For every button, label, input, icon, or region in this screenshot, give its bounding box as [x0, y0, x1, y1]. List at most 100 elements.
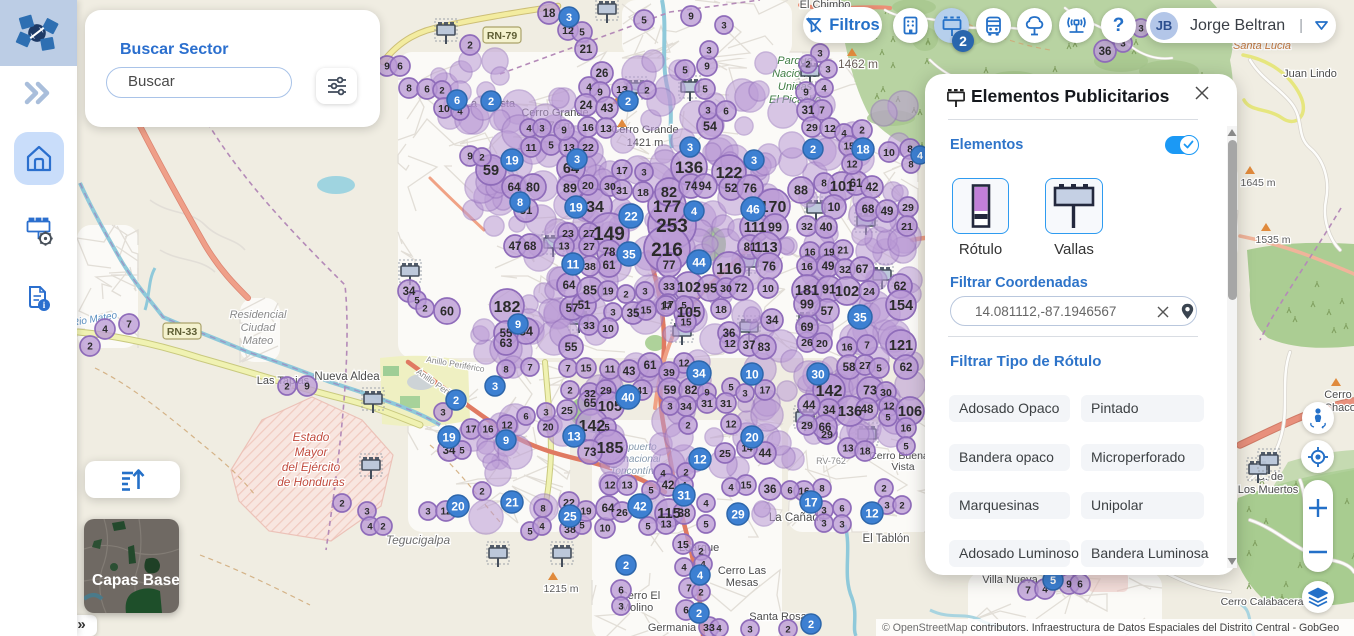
svg-text:88: 88	[794, 184, 808, 198]
svg-text:12: 12	[440, 507, 452, 518]
svg-text:19: 19	[602, 287, 614, 298]
svg-text:2: 2	[625, 96, 631, 108]
svg-text:5: 5	[1050, 575, 1056, 587]
svg-text:Mateo: Mateo	[243, 335, 274, 347]
svg-text:42: 42	[662, 480, 675, 492]
svg-text:20: 20	[745, 430, 759, 444]
svg-text:2: 2	[380, 521, 385, 532]
svg-text:2: 2	[467, 41, 473, 52]
svg-text:26: 26	[801, 337, 813, 349]
svg-text:5: 5	[703, 519, 709, 530]
svg-text:8: 8	[406, 84, 412, 95]
svg-text:32: 32	[584, 388, 596, 400]
svg-text:Tegucigalpa: Tegucigalpa	[386, 533, 451, 547]
svg-text:5: 5	[641, 16, 647, 27]
svg-text:30: 30	[811, 367, 825, 381]
svg-text:i: i	[43, 300, 46, 310]
svg-text:47: 47	[509, 241, 522, 253]
svg-text:21: 21	[580, 44, 593, 56]
svg-text:29: 29	[600, 385, 612, 397]
svg-text:7: 7	[527, 362, 532, 373]
svg-text:54: 54	[703, 120, 717, 134]
svg-text:154: 154	[889, 298, 913, 314]
svg-text:31: 31	[616, 185, 628, 197]
svg-text:15: 15	[740, 481, 752, 492]
svg-text:5: 5	[579, 28, 585, 39]
svg-text:51: 51	[578, 300, 591, 312]
svg-text:76: 76	[743, 182, 757, 196]
svg-text:1645 m: 1645 m	[1240, 177, 1275, 189]
svg-text:12: 12	[824, 123, 836, 135]
svg-text:111: 111	[744, 220, 767, 236]
svg-text:de Honduras: de Honduras	[277, 475, 345, 489]
svg-text:3: 3	[425, 506, 430, 517]
svg-text:2: 2	[567, 385, 572, 396]
svg-text:Germania: Germania	[648, 622, 697, 634]
svg-text:68: 68	[862, 204, 875, 216]
svg-text:2: 2	[698, 587, 703, 598]
svg-text:64: 64	[563, 280, 576, 292]
svg-text:61: 61	[850, 178, 863, 190]
svg-text:59: 59	[664, 385, 677, 397]
svg-text:37: 37	[743, 340, 756, 352]
svg-text:12: 12	[846, 160, 858, 171]
svg-text:105: 105	[598, 399, 622, 415]
svg-text:85: 85	[583, 284, 597, 298]
svg-text:13: 13	[563, 142, 575, 154]
svg-text:106: 106	[898, 404, 922, 420]
svg-text:5: 5	[876, 364, 882, 375]
svg-text:35: 35	[853, 310, 867, 324]
svg-text:5: 5	[579, 520, 585, 531]
svg-text:15: 15	[843, 142, 855, 153]
svg-text:12: 12	[604, 481, 616, 492]
svg-text:11: 11	[605, 365, 616, 376]
svg-text:43: 43	[601, 103, 614, 115]
svg-text:16: 16	[582, 122, 594, 134]
svg-text:142: 142	[816, 383, 843, 400]
svg-text:3: 3	[706, 45, 711, 56]
svg-text:El Tablón: El Tablón	[862, 533, 909, 545]
svg-text:105: 105	[677, 305, 701, 321]
svg-text:3: 3	[566, 12, 572, 24]
svg-text:55: 55	[565, 342, 578, 354]
svg-text:13: 13	[616, 84, 628, 96]
svg-text:72: 72	[735, 283, 748, 295]
svg-text:18: 18	[859, 447, 871, 458]
svg-text:2: 2	[479, 486, 484, 497]
svg-text:Cerro Buena: Cerro Buena	[869, 450, 929, 462]
svg-text:9: 9	[503, 435, 509, 447]
svg-text:81: 81	[744, 242, 757, 254]
svg-text:8: 8	[503, 364, 508, 375]
svg-text:6: 6	[787, 485, 792, 496]
svg-text:3: 3	[884, 500, 889, 511]
svg-text:18: 18	[856, 142, 870, 156]
svg-text:182: 182	[494, 299, 521, 316]
svg-text:2: 2	[479, 152, 484, 163]
svg-text:17: 17	[662, 299, 674, 311]
svg-text:4: 4	[1042, 585, 1048, 596]
svg-text:12: 12	[883, 402, 895, 413]
svg-text:15: 15	[677, 539, 689, 551]
svg-text:2: 2	[805, 59, 810, 70]
svg-text:16: 16	[804, 248, 816, 259]
svg-text:4: 4	[586, 83, 592, 94]
svg-text:59: 59	[483, 163, 499, 179]
svg-text:52: 52	[725, 183, 738, 195]
svg-text:13: 13	[600, 123, 612, 135]
svg-text:44: 44	[759, 448, 772, 460]
svg-text:18: 18	[637, 187, 649, 199]
svg-text:3: 3	[543, 407, 548, 418]
svg-text:95: 95	[703, 282, 717, 296]
svg-text:27: 27	[583, 241, 595, 253]
svg-text:7: 7	[686, 584, 692, 595]
svg-text:142: 142	[579, 418, 606, 435]
svg-text:3: 3	[1138, 23, 1143, 34]
svg-text:33: 33	[703, 622, 715, 634]
svg-text:8: 8	[819, 483, 824, 494]
svg-text:67: 67	[856, 264, 869, 276]
svg-text:43: 43	[623, 366, 636, 378]
svg-text:6: 6	[397, 62, 403, 73]
svg-text:5: 5	[681, 300, 687, 311]
svg-text:33: 33	[663, 281, 675, 293]
svg-text:5: 5	[648, 485, 654, 496]
